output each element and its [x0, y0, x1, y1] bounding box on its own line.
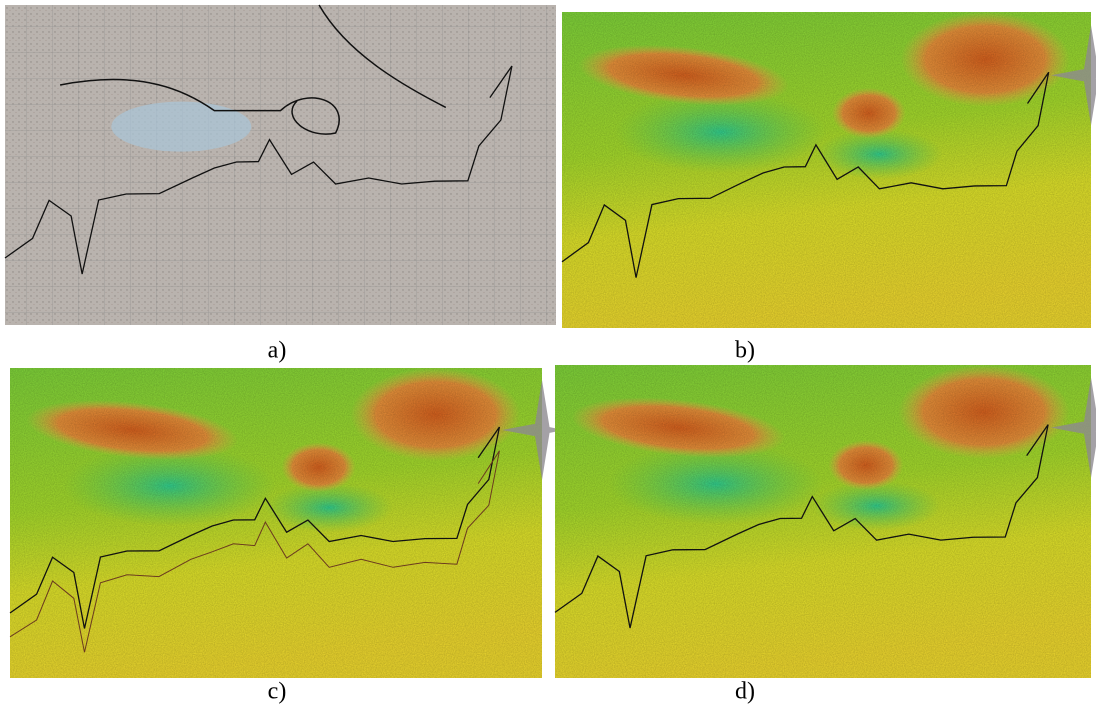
map-panel — [5, 5, 556, 325]
water-stain — [111, 102, 251, 152]
map-panel — [555, 365, 1096, 678]
panel-caption: d) — [735, 679, 755, 705]
figure: a) b) c) d) — [0, 0, 1096, 711]
panel-caption: b) — [735, 338, 755, 364]
map-panel — [10, 368, 564, 678]
map-panel — [562, 12, 1096, 328]
panel-caption: c) — [268, 679, 287, 705]
panel-caption: a) — [268, 338, 287, 364]
